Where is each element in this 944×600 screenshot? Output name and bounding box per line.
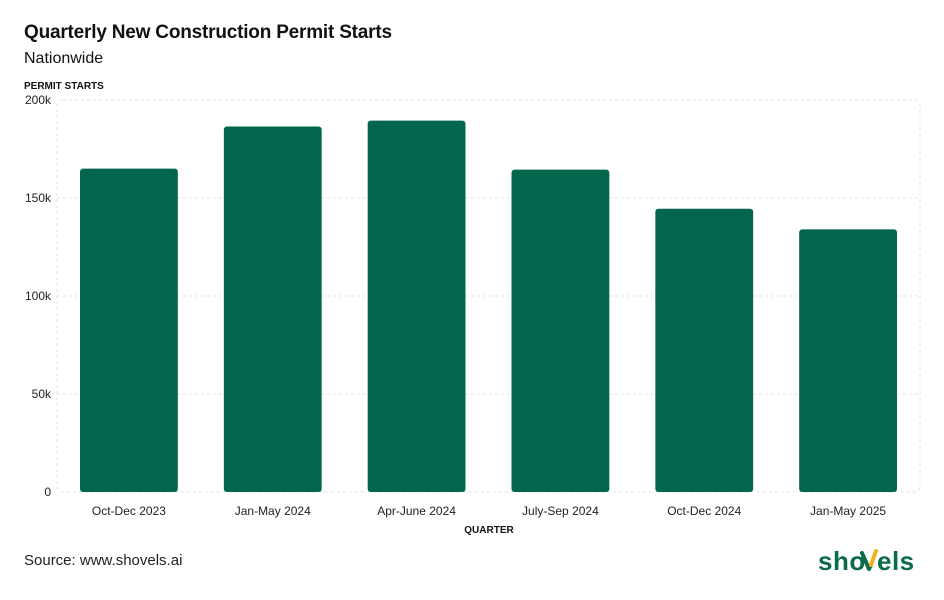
bar — [80, 168, 178, 492]
x-tick-label: Jan-May 2024 — [235, 504, 311, 518]
bars-layer — [80, 120, 897, 493]
x-tick-label: Oct-Dec 2024 — [667, 504, 741, 518]
svg-text:sho: sho — [818, 546, 866, 576]
bar — [223, 126, 322, 493]
bar — [367, 120, 466, 492]
x-tick-label: Apr-June 2024 — [377, 504, 456, 518]
y-axis-title: PERMIT STARTS — [24, 81, 104, 92]
grid-layer — [56, 99, 921, 493]
svg-text:els: els — [877, 546, 915, 576]
bar — [799, 229, 897, 493]
chart-title: Quarterly New Construction Permit Starts — [24, 22, 392, 43]
y-ticks: 0 50k 100k 150k 200k — [25, 93, 52, 499]
y-tick-label: 100k — [25, 289, 52, 303]
x-tick-label: Oct-Dec 2023 — [92, 504, 166, 518]
y-tick-label: 150k — [25, 191, 52, 205]
x-tick-label: Jan-May 2025 — [810, 504, 886, 518]
chart-subtitle: Nationwide — [24, 50, 104, 67]
x-axis-title: QUARTER — [464, 525, 514, 536]
shovels-logo: sho els — [818, 546, 915, 576]
x-tick-label: July-Sep 2024 — [522, 504, 599, 518]
x-ticks: Oct-Dec 2023 Jan-May 2024 Apr-June 2024 Jul… — [92, 504, 887, 518]
y-tick-label: 50k — [32, 387, 52, 401]
y-tick-label: 0 — [44, 485, 51, 499]
y-tick-label: 200k — [25, 93, 52, 107]
source-note: Source: www.shovels.ai — [24, 552, 183, 569]
bar — [511, 169, 610, 492]
bar — [655, 208, 754, 492]
